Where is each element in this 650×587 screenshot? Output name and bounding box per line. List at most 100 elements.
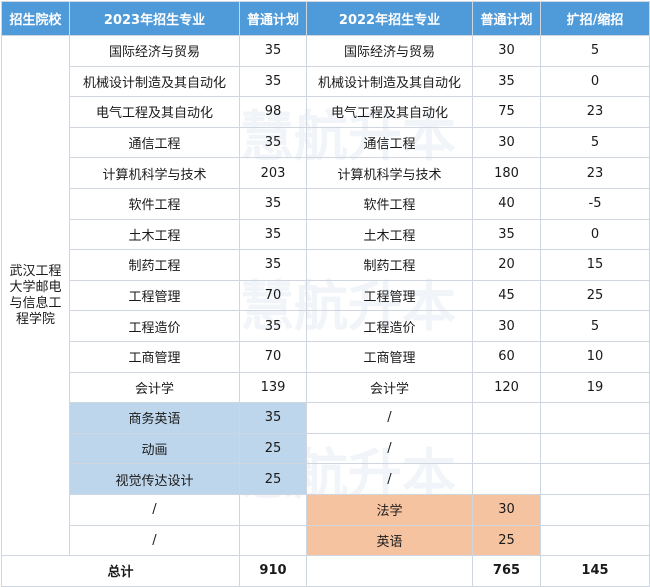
plan-2023: 25 xyxy=(239,432,307,465)
plan-2023: 70 xyxy=(239,279,307,312)
plan-2022 xyxy=(472,402,541,434)
major-2023: 软件工程 xyxy=(69,187,240,220)
plan-2023 xyxy=(239,524,307,557)
major-2023: 商务英语 xyxy=(69,402,240,434)
major-2022: 会计学 xyxy=(306,371,473,404)
table-row: 通信工程 35 通信工程 30 5 xyxy=(2,126,650,159)
major-2023: 视觉传达设计 xyxy=(69,463,240,495)
change: 23 xyxy=(540,96,650,128)
major-2023: 动画 xyxy=(69,432,240,465)
total-change: 145 xyxy=(540,555,650,587)
plan-2023: 35 xyxy=(239,249,307,281)
table-row: 计算机科学与技术 203 计算机科学与技术 180 23 xyxy=(2,157,650,189)
table-row: 视觉传达设计 25 / xyxy=(2,463,650,495)
plan-2023: 35 xyxy=(239,126,307,159)
table-row: 动画 25 / xyxy=(2,432,650,465)
change xyxy=(540,524,650,557)
change xyxy=(540,432,650,465)
major-2022: / xyxy=(306,432,473,465)
table-row: / 法学 30 xyxy=(2,493,650,526)
major-2023: 制药工程 xyxy=(69,249,240,281)
plan-2023: 98 xyxy=(239,96,307,128)
plan-2023: 35 xyxy=(239,35,307,67)
table-row: 电气工程及其自动化 98 电气工程及其自动化 75 23 xyxy=(2,96,650,128)
major-2022: 计算机科学与技术 xyxy=(306,157,473,189)
change: -5 xyxy=(540,187,650,220)
plan-2022: 180 xyxy=(472,157,541,189)
college-name: 武汉工程大学邮电与信息工程学院 xyxy=(1,34,70,557)
major-2023: 机械设计制造及其自动化 xyxy=(69,65,240,98)
plan-2022: 25 xyxy=(472,524,541,557)
plan-2022 xyxy=(472,463,541,495)
plan-2023 xyxy=(239,493,307,526)
plan-2023: 35 xyxy=(239,310,307,342)
table-row: 制药工程 35 制药工程 20 15 xyxy=(2,249,650,281)
plan-2022: 45 xyxy=(472,279,541,312)
major-2022: 通信工程 xyxy=(306,126,473,159)
total-row: 总计 910 765 145 xyxy=(1,555,650,587)
major-2022: 制药工程 xyxy=(306,249,473,281)
change: 19 xyxy=(540,371,650,404)
major-2022: 工商管理 xyxy=(306,340,473,373)
change xyxy=(540,493,650,526)
table-row: 商务英语 35 / xyxy=(2,402,650,434)
table-row: 工程造价 35 工程造价 30 5 xyxy=(2,310,650,342)
header-major-2022: 2022年招生专业 xyxy=(306,1,473,36)
major-2022: / xyxy=(306,402,473,434)
major-2023: 土木工程 xyxy=(69,218,240,251)
change: 5 xyxy=(540,310,650,342)
total-plan-2022: 765 xyxy=(472,555,541,587)
major-2022: 机械设计制造及其自动化 xyxy=(306,65,473,98)
plan-2022: 35 xyxy=(472,65,541,98)
plan-2022: 30 xyxy=(472,310,541,342)
header-major-2023: 2023年招生专业 xyxy=(69,1,240,36)
plan-2022: 40 xyxy=(472,187,541,220)
major-2023: 电气工程及其自动化 xyxy=(69,96,240,128)
plan-2022: 60 xyxy=(472,340,541,373)
table-row: 会计学 139 会计学 120 19 xyxy=(2,371,650,404)
major-2023: 工商管理 xyxy=(69,340,240,373)
change xyxy=(540,463,650,495)
plan-2023: 139 xyxy=(239,371,307,404)
major-2023: 工程造价 xyxy=(69,310,240,342)
major-2022: 土木工程 xyxy=(306,218,473,251)
change: 0 xyxy=(540,65,650,98)
plan-2023: 35 xyxy=(239,218,307,251)
table-row: 机械设计制造及其自动化 35 机械设计制造及其自动化 35 0 xyxy=(2,65,650,98)
change xyxy=(540,402,650,434)
table-row: 土木工程 35 土木工程 35 0 xyxy=(2,218,650,251)
change: 0 xyxy=(540,218,650,251)
header-plan-2022: 普通计划 xyxy=(472,1,541,36)
change: 15 xyxy=(540,249,650,281)
table-row: 武汉工程大学邮电与信息工程学院 国际经济与贸易 35 国际经济与贸易 30 5 xyxy=(1,34,650,557)
major-2022: / xyxy=(306,463,473,495)
major-2022: 英语 xyxy=(306,524,473,557)
major-2023: / xyxy=(69,524,240,557)
plan-2022: 30 xyxy=(472,126,541,159)
major-2022: 国际经济与贸易 xyxy=(306,35,473,67)
plan-2022 xyxy=(472,432,541,465)
major-2023: 计算机科学与技术 xyxy=(69,157,240,189)
change: 5 xyxy=(540,35,650,67)
major-2023: / xyxy=(69,493,240,526)
table-header-row: 招生院校 2023年招生专业 普通计划 2022年招生专业 普通计划 扩招/缩招 xyxy=(1,1,650,36)
major-2022: 法学 xyxy=(306,493,473,526)
major-2022: 软件工程 xyxy=(306,187,473,220)
major-2023: 国际经济与贸易 xyxy=(69,35,240,67)
plan-2023: 35 xyxy=(239,65,307,98)
plan-2023: 35 xyxy=(239,402,307,434)
table-row: 工商管理 70 工商管理 60 10 xyxy=(2,340,650,373)
header-plan-2023: 普通计划 xyxy=(239,1,307,36)
plan-2022: 120 xyxy=(472,371,541,404)
table-row: / 英语 25 xyxy=(2,524,650,557)
change: 25 xyxy=(540,279,650,312)
major-2022: 工程造价 xyxy=(306,310,473,342)
plan-2022: 30 xyxy=(472,35,541,67)
major-2023: 会计学 xyxy=(69,371,240,404)
total-plan-2023: 910 xyxy=(239,555,307,587)
plan-2022: 75 xyxy=(472,96,541,128)
total-label: 总计 xyxy=(1,555,240,587)
table-row: 工程管理 70 工程管理 45 25 xyxy=(2,279,650,312)
major-2022: 工程管理 xyxy=(306,279,473,312)
